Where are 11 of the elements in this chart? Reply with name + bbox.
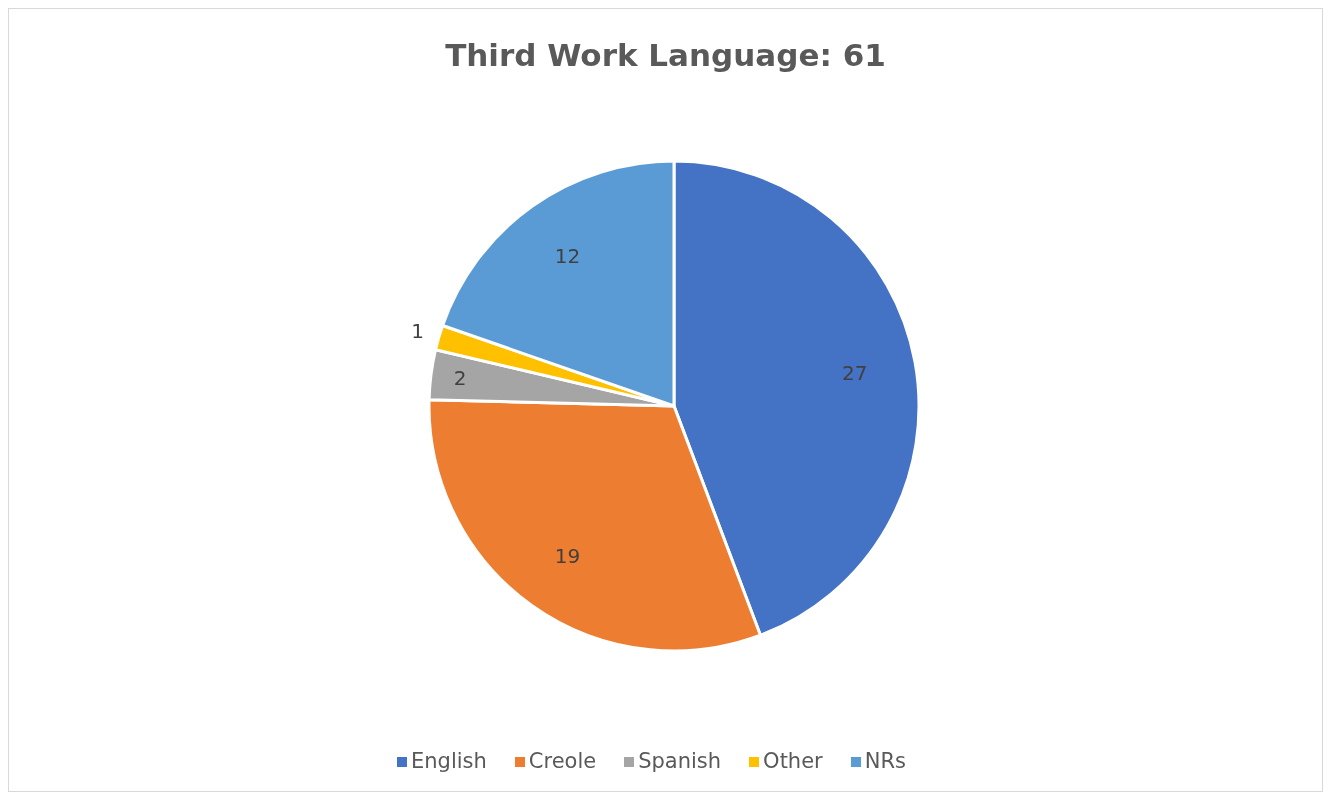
data-label: 1 [411, 319, 425, 344]
legend-label: Other [763, 749, 823, 773]
legend-label: Creole [528, 749, 597, 773]
legend-label: English [410, 749, 487, 773]
data-label: 2 [453, 366, 467, 391]
legend-label: NRs [864, 749, 906, 773]
data-label: 27 [842, 361, 868, 386]
data-label: 12 [554, 244, 581, 269]
chart-title: Third Work Language: 61 [444, 37, 887, 73]
legend-label: Spanish [638, 749, 722, 773]
data-label: 19 [554, 543, 581, 568]
